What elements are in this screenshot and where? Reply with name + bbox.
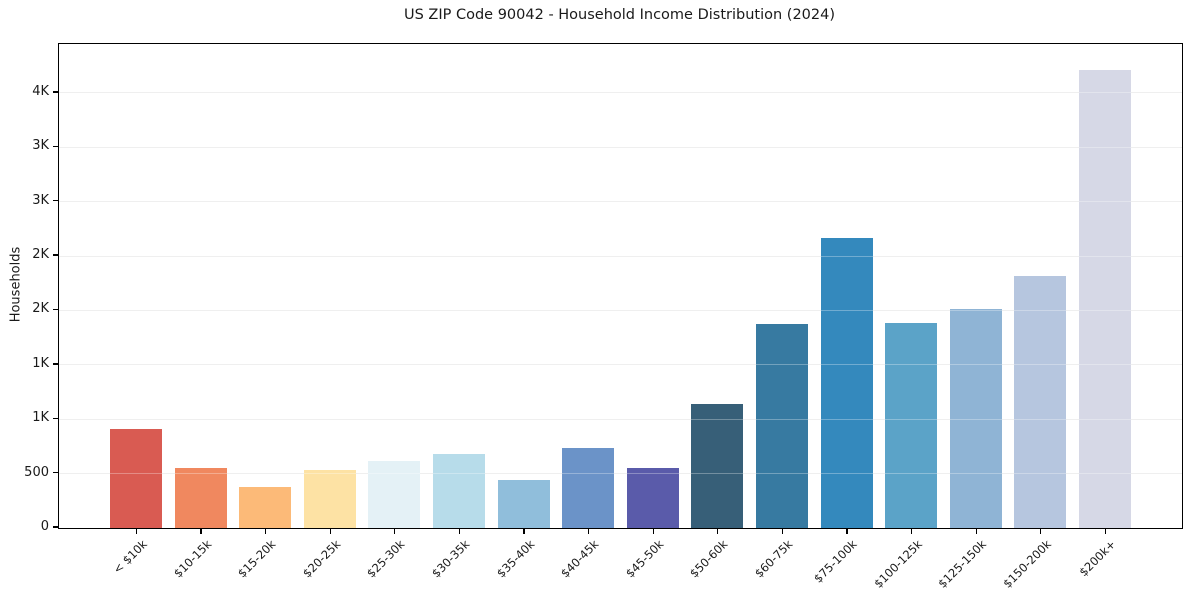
x-tick-mark xyxy=(1104,528,1107,534)
x-tick-label: $15-20k xyxy=(235,537,279,581)
bar xyxy=(433,454,485,528)
gridline xyxy=(59,309,1182,311)
bar xyxy=(239,486,292,528)
x-tick-mark xyxy=(135,528,138,534)
gridline xyxy=(59,255,1182,257)
y-tick-label: 0 xyxy=(40,519,49,534)
gridline-overlay xyxy=(59,146,1182,148)
plot-area xyxy=(58,43,1183,529)
gridline xyxy=(59,364,1182,366)
x-tick-mark xyxy=(587,528,590,534)
x-tick-label: $200k+ xyxy=(1076,537,1119,580)
bar xyxy=(497,480,550,528)
x-tick-mark xyxy=(975,528,977,534)
y-tick-mark xyxy=(53,363,58,365)
gridline-overlay xyxy=(59,364,1182,366)
y-tick-label: 3K xyxy=(32,138,49,154)
y-tick-mark xyxy=(53,526,58,528)
y-tick-mark xyxy=(53,308,58,311)
y-tick-label: 500 xyxy=(24,464,49,480)
y-tick-label: 2K xyxy=(32,247,49,263)
gridline xyxy=(59,92,1182,94)
bar xyxy=(820,237,873,528)
gridline xyxy=(59,418,1182,420)
y-tick-label: 2K xyxy=(32,301,49,317)
y-tick-label: 3K xyxy=(32,192,49,208)
bar xyxy=(626,468,679,528)
x-tick-label: $100-125k xyxy=(870,537,925,590)
y-tick-label: 1K xyxy=(32,410,49,426)
x-tick-mark xyxy=(910,528,913,534)
x-tick-mark xyxy=(394,528,396,534)
x-tick-label: $50-60k xyxy=(687,537,731,581)
x-tick-label: $25-30k xyxy=(364,537,408,581)
bar xyxy=(110,429,162,528)
bar xyxy=(885,322,938,528)
y-tick-mark xyxy=(53,471,58,474)
x-tick-mark xyxy=(652,528,654,534)
chart-title: US ZIP Code 90042 - Household Income Dis… xyxy=(403,7,836,23)
gridline-overlay xyxy=(59,255,1182,257)
gridline-overlay xyxy=(59,418,1182,420)
bar xyxy=(756,323,808,528)
x-tick-mark xyxy=(781,528,784,534)
x-tick-mark xyxy=(329,528,331,534)
x-tick-label: $10-15k xyxy=(170,537,214,581)
x-tick-label: $30-35k xyxy=(428,537,473,581)
gridline-overlay xyxy=(59,201,1182,203)
x-tick-label: $60-75k xyxy=(751,537,796,581)
bar xyxy=(562,448,615,528)
bar xyxy=(949,308,1002,528)
x-tick-label: $20-25k xyxy=(299,537,344,581)
x-tick-label: $150-200k xyxy=(999,537,1054,590)
x-tick-mark xyxy=(200,528,202,534)
bar xyxy=(174,468,227,528)
x-tick-label: $40-45k xyxy=(558,537,602,581)
bar xyxy=(1014,275,1067,528)
x-tick-mark xyxy=(717,528,719,534)
y-tick-label: 4K xyxy=(32,83,49,99)
x-tick-mark xyxy=(458,528,461,534)
x-tick-label: < $10k xyxy=(109,537,150,577)
x-tick-mark xyxy=(846,528,848,534)
gridline xyxy=(59,146,1182,148)
x-tick-label: $35-40k xyxy=(493,537,537,581)
y-tick-mark xyxy=(53,200,58,202)
y-tick-label: 1K xyxy=(32,355,49,371)
y-tick-mark xyxy=(53,254,58,256)
bar xyxy=(303,470,356,528)
x-tick-mark xyxy=(1040,528,1042,534)
bar xyxy=(368,461,421,528)
gridline-overlay xyxy=(59,309,1182,311)
x-tick-label: $45-50k xyxy=(622,537,667,581)
x-tick-label: $75-100k xyxy=(811,537,860,586)
x-tick-mark xyxy=(523,528,525,534)
y-tick-mark xyxy=(53,91,58,93)
bar xyxy=(1079,69,1131,528)
x-tick-label: $125-150k xyxy=(935,537,990,590)
gridline xyxy=(59,473,1182,475)
bar xyxy=(691,404,744,528)
x-tick-mark xyxy=(264,528,267,534)
gridline-overlay xyxy=(59,473,1182,475)
y-tick-mark xyxy=(53,417,58,419)
gridline-overlay xyxy=(59,92,1182,94)
gridline xyxy=(59,201,1182,203)
y-tick-mark xyxy=(53,145,58,148)
